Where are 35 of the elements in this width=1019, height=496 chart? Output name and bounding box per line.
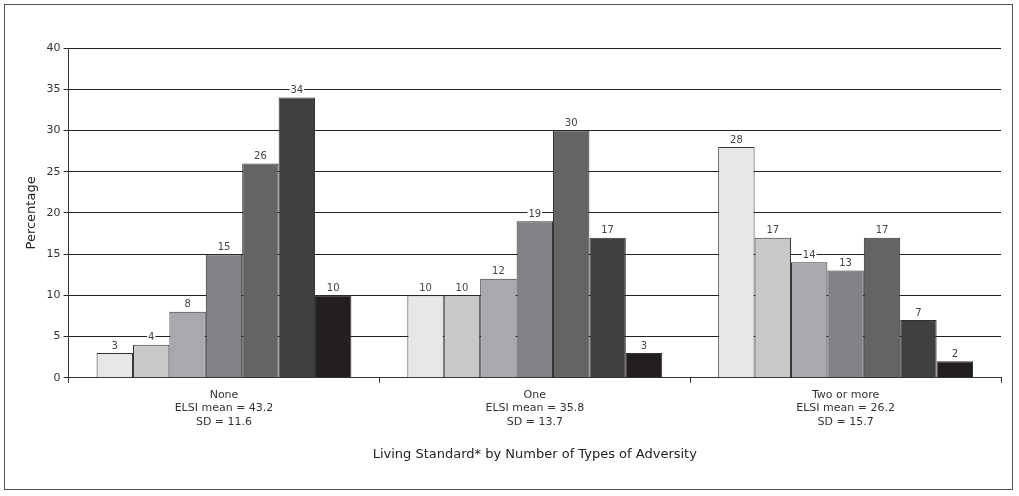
data-label: 30 bbox=[564, 117, 578, 129]
y-tick-label: 25 bbox=[46, 164, 61, 178]
y-tick-label: 20 bbox=[46, 205, 61, 219]
data-label: 12 bbox=[492, 265, 505, 277]
data-label: 3 bbox=[111, 339, 118, 351]
data-label: 7 bbox=[915, 306, 922, 318]
data-label: 17 bbox=[766, 224, 780, 236]
y-tick-label: 35 bbox=[46, 82, 61, 96]
data-label: 3 bbox=[640, 339, 648, 351]
y-axis-title: Percentage bbox=[23, 176, 39, 250]
data-label: 14 bbox=[802, 248, 816, 260]
data-label: 34 bbox=[290, 84, 304, 96]
data-label: 15 bbox=[217, 240, 231, 252]
data-label: 13 bbox=[839, 257, 852, 269]
data-label: 28 bbox=[730, 133, 743, 145]
data-label: 17 bbox=[875, 224, 889, 236]
y-tick-label: 0 bbox=[53, 370, 61, 384]
x-tick-label: One ELSI mean = 35.8 SD = 13.7 bbox=[485, 388, 585, 428]
x-axis-title: Living Standard* by Number of Types of Adversity bbox=[372, 445, 698, 461]
data-label: 10 bbox=[455, 281, 469, 293]
y-tick-label: 5 bbox=[53, 329, 61, 343]
y-tick-label: 10 bbox=[46, 288, 61, 302]
y-tick-label: 30 bbox=[46, 123, 61, 137]
data-label: 2 bbox=[951, 347, 959, 359]
data-label: 8 bbox=[184, 298, 191, 310]
y-tick-label: 40 bbox=[46, 40, 61, 54]
data-label: 17 bbox=[601, 224, 614, 236]
x-tick-label: Two or more ELSI mean = 26.2 SD = 15.7 bbox=[796, 388, 895, 428]
x-tick-label: None ELSI mean = 43.2 SD = 11.6 bbox=[174, 388, 274, 428]
y-tick-label: 15 bbox=[46, 246, 61, 260]
data-label: 26 bbox=[254, 150, 267, 162]
data-label: 19 bbox=[528, 207, 542, 219]
data-label: 10 bbox=[419, 281, 432, 293]
data-label: 4 bbox=[147, 331, 155, 343]
data-label: 10 bbox=[326, 281, 340, 293]
